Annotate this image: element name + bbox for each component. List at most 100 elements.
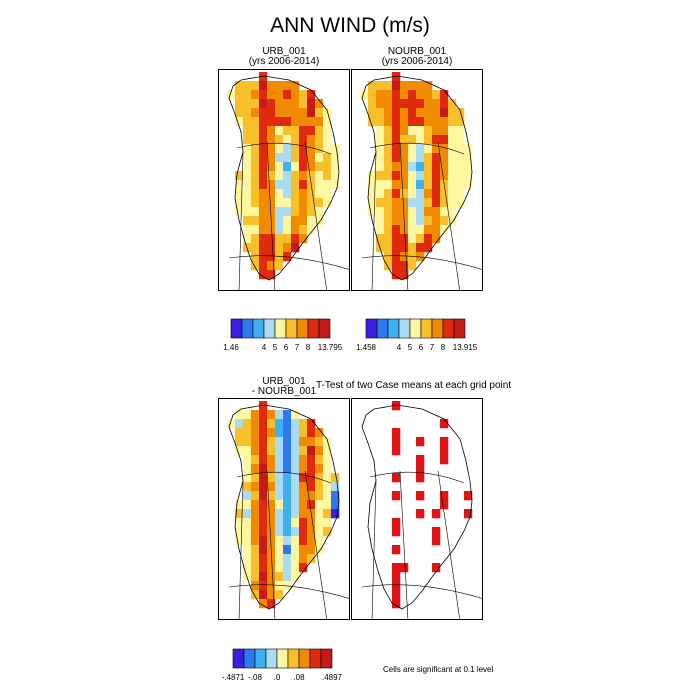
grid-cell bbox=[251, 198, 260, 208]
grid-cell bbox=[291, 473, 300, 483]
grid-cell bbox=[384, 135, 393, 145]
grid-cell bbox=[275, 234, 284, 244]
grid-cell bbox=[315, 126, 324, 136]
grid-cell bbox=[424, 81, 433, 91]
grid-cell bbox=[267, 108, 276, 118]
grid-cell bbox=[416, 473, 425, 483]
grid-cell bbox=[251, 455, 260, 465]
grid-cell bbox=[267, 437, 276, 447]
grid-cell bbox=[243, 446, 252, 456]
map-panel-urb bbox=[218, 69, 350, 291]
grid-cell bbox=[400, 81, 409, 91]
grid-cell bbox=[291, 536, 300, 546]
grid-cell bbox=[416, 108, 425, 118]
grid-cell bbox=[323, 518, 332, 528]
grid-cell bbox=[275, 216, 284, 226]
grid-cell bbox=[315, 108, 324, 118]
grid-cell bbox=[267, 117, 276, 127]
grid-cell bbox=[275, 135, 284, 145]
grid-cell bbox=[440, 108, 449, 118]
coastline bbox=[361, 404, 473, 610]
grid-cell bbox=[323, 527, 332, 537]
grid-cell bbox=[251, 572, 260, 582]
grid-cell bbox=[448, 126, 457, 136]
grid-cell bbox=[299, 234, 308, 244]
graticule-line bbox=[228, 255, 349, 270]
grid-cell bbox=[291, 563, 300, 573]
grid-cell bbox=[251, 509, 260, 519]
colorbar-box bbox=[320, 648, 333, 669]
grid-cell bbox=[416, 207, 425, 217]
grid-cell bbox=[424, 162, 433, 172]
grid-cell bbox=[275, 527, 284, 537]
grid-cell bbox=[416, 455, 425, 465]
grid-cell bbox=[400, 180, 409, 190]
grid-cell bbox=[267, 234, 276, 244]
grid-cell bbox=[251, 81, 260, 91]
grid-cell bbox=[440, 144, 449, 154]
grid-cell bbox=[259, 126, 268, 136]
grid-cell bbox=[448, 162, 457, 172]
grid-cell bbox=[259, 252, 268, 262]
grid-cell bbox=[251, 216, 260, 226]
grid-cell bbox=[275, 500, 284, 510]
grid-cell bbox=[307, 536, 316, 546]
grid-cell bbox=[315, 491, 324, 501]
grid-cell bbox=[291, 144, 300, 154]
grid-cell bbox=[243, 180, 252, 190]
grid-cell bbox=[408, 90, 417, 100]
grid-cell bbox=[376, 117, 385, 127]
grid-cell bbox=[283, 527, 292, 537]
grid-cell bbox=[291, 527, 300, 537]
grid-cell bbox=[416, 243, 425, 253]
grid-cell bbox=[307, 446, 316, 456]
grid-cell bbox=[368, 117, 377, 127]
grid-cell bbox=[315, 216, 324, 226]
grid-cell bbox=[331, 473, 340, 483]
grid-cell bbox=[323, 180, 332, 190]
grid-cell bbox=[251, 500, 260, 510]
grid-cell bbox=[259, 599, 268, 609]
grid-cell bbox=[416, 81, 425, 91]
grid-cell bbox=[392, 90, 401, 100]
grid-cell bbox=[267, 554, 276, 564]
p3-svg bbox=[361, 401, 482, 619]
grid-cell bbox=[400, 207, 409, 217]
grid-cell bbox=[251, 536, 260, 546]
grid-cell bbox=[376, 153, 385, 163]
colorbar-tick-label: 8 bbox=[305, 343, 311, 352]
grid-cell bbox=[315, 144, 324, 154]
grid-cell bbox=[315, 536, 324, 546]
grid-cell bbox=[299, 446, 308, 456]
grid-cell bbox=[376, 108, 385, 118]
colorbar-tick-label: 8 bbox=[440, 343, 446, 352]
grid-cell bbox=[243, 117, 252, 127]
grid-cell bbox=[400, 90, 409, 100]
grid-cell bbox=[432, 189, 441, 199]
grid-cell bbox=[227, 419, 236, 429]
grid-cell bbox=[291, 482, 300, 492]
grid-cell bbox=[283, 135, 292, 145]
grid-cell bbox=[416, 144, 425, 154]
grid-cell bbox=[323, 135, 332, 145]
grid-cell bbox=[392, 252, 401, 262]
grid-cell bbox=[251, 518, 260, 528]
grid-cells bbox=[360, 72, 473, 280]
grid-cell bbox=[299, 428, 308, 438]
grid-cell bbox=[267, 99, 276, 109]
grid-cell bbox=[275, 428, 284, 438]
grid-cell bbox=[283, 180, 292, 190]
grid-cell bbox=[392, 171, 401, 181]
grid-cell bbox=[384, 207, 393, 217]
grid-cell bbox=[275, 464, 284, 474]
grid-cell bbox=[323, 446, 332, 456]
grid-cell bbox=[283, 464, 292, 474]
grid-cell bbox=[243, 162, 252, 172]
grid-cell bbox=[243, 464, 252, 474]
grid-cell bbox=[424, 225, 433, 235]
grid-cell bbox=[283, 482, 292, 492]
grid-cell bbox=[323, 144, 332, 154]
grid-cell bbox=[408, 180, 417, 190]
grid-cell bbox=[275, 491, 284, 501]
grid-cell bbox=[307, 464, 316, 474]
